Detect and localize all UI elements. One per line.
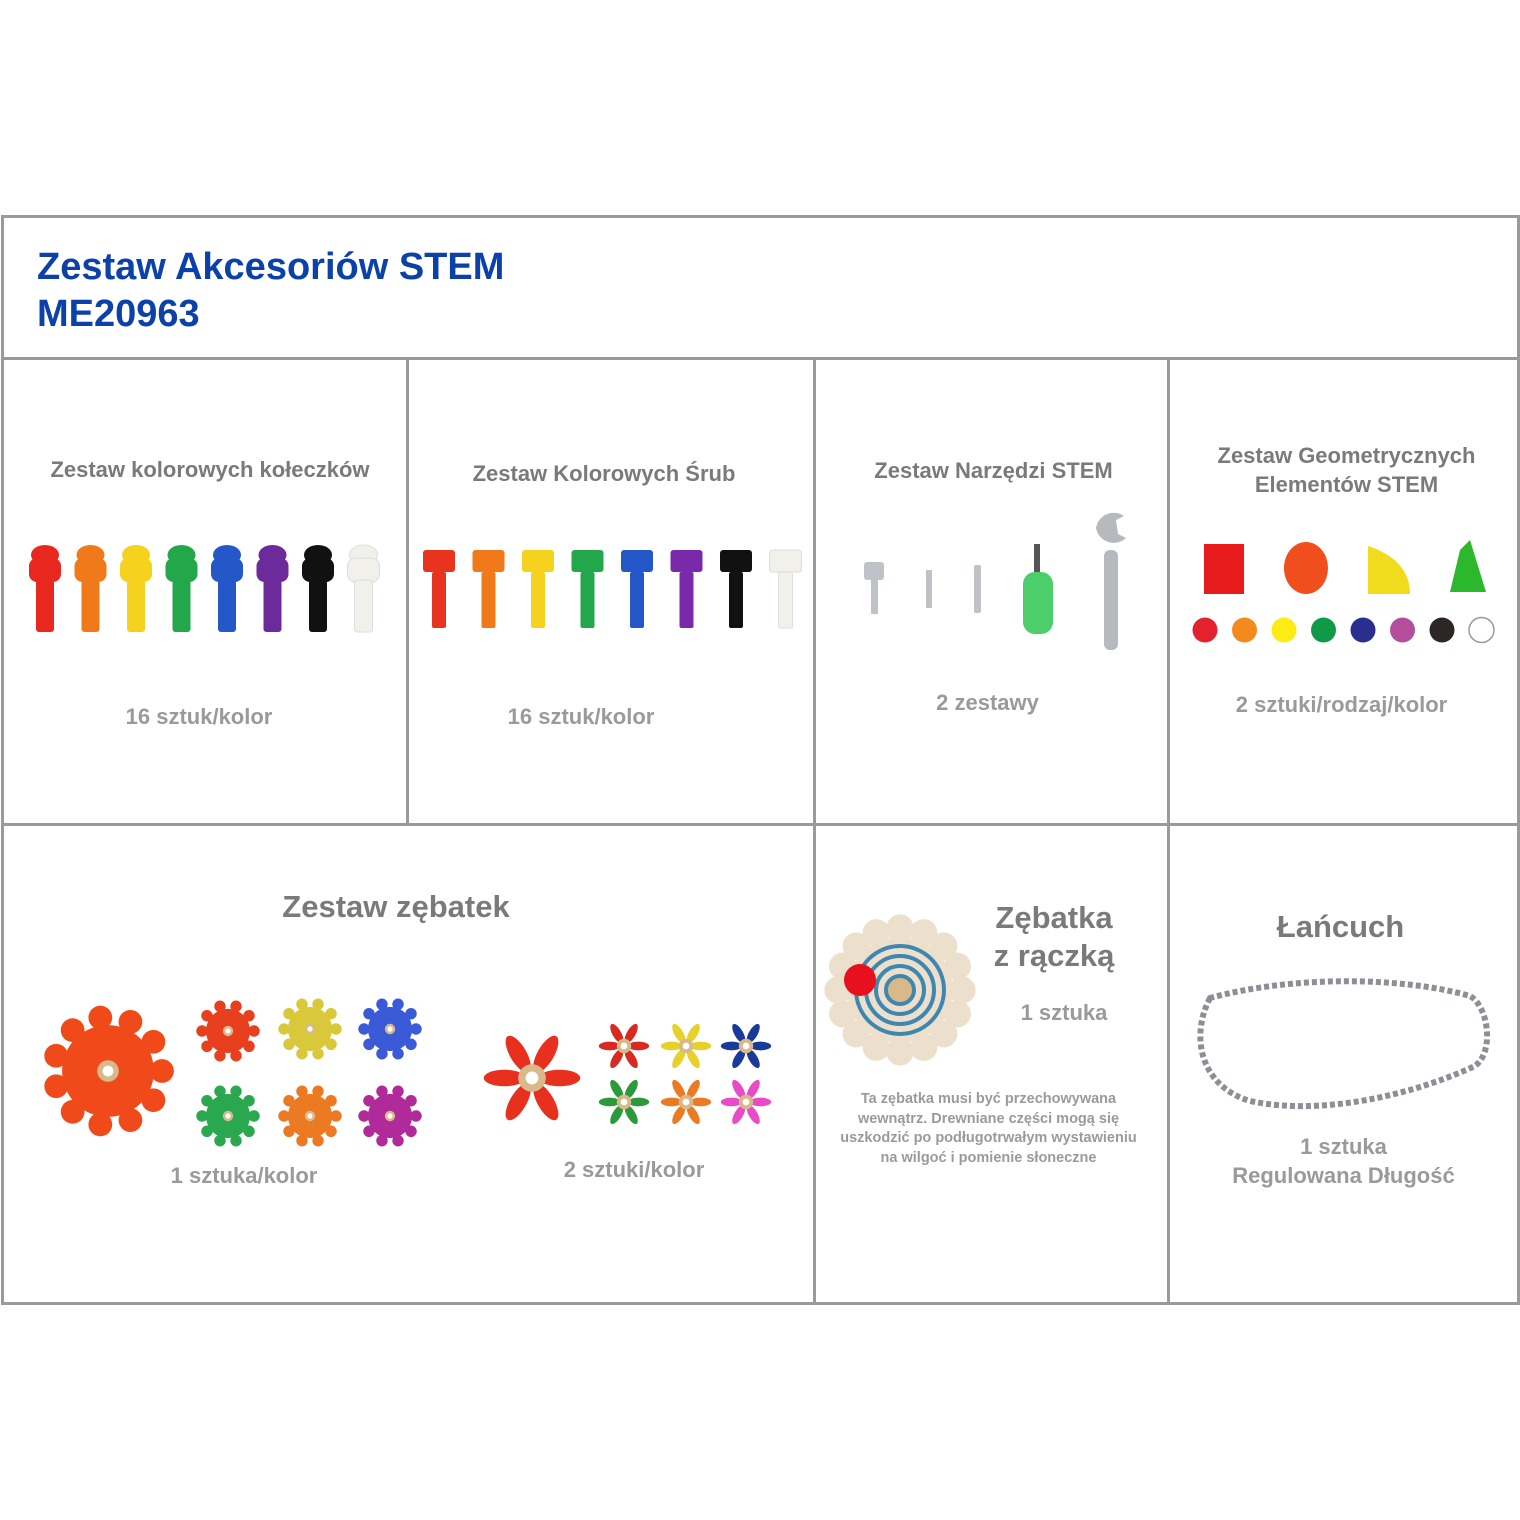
peg-icon [256,545,289,632]
cell-title: Zestaw Narzędzi STEM [874,458,1113,483]
spiral-ring [874,964,926,1016]
product-code: ME20963 [37,293,200,335]
quantity: 16 sztuk/kolor [125,704,273,729]
screws-image [423,549,802,629]
quantity: 1 sztuka [1020,1000,1108,1025]
quantity: 2 zestawy [936,690,1039,715]
storage-note: Ta zębatka musi być przechowywana wewnątr… [840,1091,1137,1166]
large-gear-icon [44,1005,174,1137]
color-dot [1232,617,1257,643]
color-dot [1271,617,1297,643]
square-shape-icon [1204,544,1244,594]
divider [406,357,409,825]
star-gear-icon [660,1079,712,1125]
bit-icon [974,565,981,613]
gear-icon [358,1085,422,1147]
peg-icon [347,544,380,633]
gear-icon [196,1000,260,1062]
chain-image [1197,978,1491,1110]
peg-icon [165,545,198,632]
cell-title: Zestaw Kolorowych Śrub [472,461,736,486]
screw-icon [621,550,653,628]
color-dot [1350,617,1376,643]
bit-icon [926,570,932,608]
quantity: 16 sztuk/kolor [507,704,655,729]
outer-frame [1,215,1520,1305]
gear-icon [196,1085,260,1147]
gear-icon [278,998,342,1060]
star-gear-icon [660,1023,712,1069]
divider [1,357,1520,360]
spiral-ring [884,974,916,1006]
cell-geometric: Zestaw Geometrycznych Elementów STEM 2 sz… [1170,360,1517,823]
quantity: 2 sztuki/rodzaj/kolor [1235,692,1448,717]
gears-image [44,998,772,1147]
screw-icon [472,550,505,628]
quarter-circle-shape-icon [1368,546,1410,594]
cell-title: Zębatka z rączką [993,900,1115,973]
screw-icon [769,549,802,629]
color-dot [1311,617,1336,643]
screw-icon [423,550,455,628]
cell-gears: Zestaw zębatek 1 sztuka/kolor 2 sztuki/k… [4,826,813,1302]
quantity-large-gears: 1 sztuka/kolor [170,1163,318,1188]
page-title: Zestaw Akcesoriów STEM ME20963 [37,244,504,338]
large-star-gear-icon [483,1035,581,1121]
quantity-small-gears: 2 sztuki/kolor [563,1157,705,1182]
star-gear-icon [720,1023,772,1069]
cell-title: Zestaw kolorowych kołeczków [50,457,370,482]
screw-icon [720,550,752,628]
color-dot [1429,617,1455,643]
peg-icon [302,545,334,632]
cell-pegs: Zestaw kolorowych kołeczków 16 sztuk/kol… [4,360,406,823]
axle [890,980,910,1000]
triangle-shape-icon [1450,540,1486,592]
cell-title: Łańcuch [1276,909,1405,944]
divider [813,357,816,1304]
color-dot [1192,617,1218,643]
wrench-icon [1096,512,1126,650]
screw-icon [571,550,604,628]
gear-icon [278,1085,342,1147]
screwdriver-icon [1023,544,1053,634]
screw-icon [670,550,703,628]
crank-gear-image [824,914,976,1066]
tools-image [864,512,1126,650]
quantity: 1 sztuka Regulowana Długość [1232,1134,1455,1188]
gear-icon [358,998,422,1060]
color-dot [1390,617,1415,643]
circle-shape-icon [1284,542,1328,594]
color-dot [1468,616,1495,644]
star-gear-icon [598,1079,650,1125]
cell-screws: Zestaw Kolorowych Śrub 16 sztuk/kolor [409,360,813,823]
star-gear-icon [720,1079,772,1125]
peg-icon [211,545,243,632]
divider [1167,357,1170,1304]
screw-icon [522,550,554,628]
cell-tools: Zestaw Narzędzi STEM 2 zestawy [816,360,1167,823]
bit-icon [864,562,884,614]
peg-icon [120,545,152,632]
pegs-image [29,544,380,633]
peg-icon [29,545,61,632]
cell-crank-gear: Zębatka z rączką 1 sztuka Ta zębatka musi… [816,826,1167,1302]
star-gear-icon [598,1023,650,1069]
cell-title: Zestaw zębatek [282,889,510,924]
crank-handle-icon [844,964,876,996]
cell-title: Zestaw Geometrycznych Elementów STEM [1217,443,1476,497]
title-line: Zestaw Akcesoriów STEM [37,246,505,288]
cell-chain: Łańcuch 1 sztuka Regulowana Długość [1170,826,1517,1302]
geometric-shapes-image [1192,540,1495,644]
divider [1,823,1520,826]
peg-icon [74,545,107,632]
